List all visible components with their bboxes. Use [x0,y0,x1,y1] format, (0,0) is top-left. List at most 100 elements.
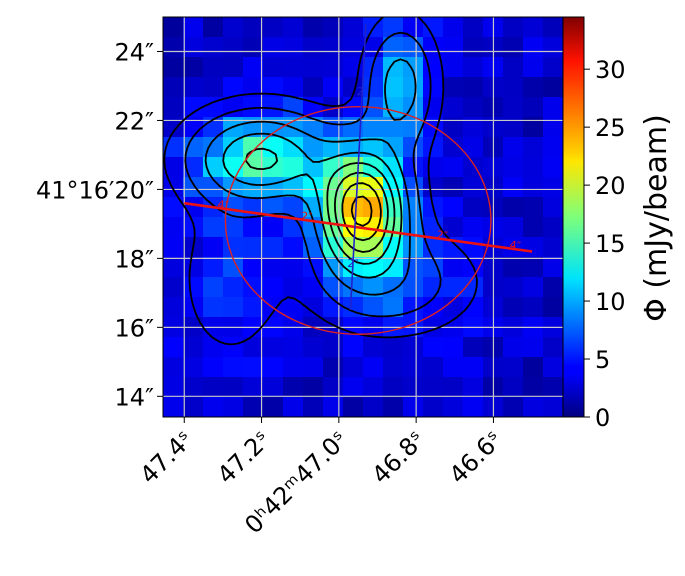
heatmap-cell [443,17,464,38]
heatmap-cell [303,397,324,417]
major-axis-mark: 2″ [436,228,449,242]
heatmap-cell [203,297,224,318]
heatmap-cell [363,197,384,218]
heatmap-cell [223,297,244,318]
heatmap-cell [383,297,404,318]
y-tick-label: 24″ [114,38,154,66]
heatmap-cell [203,357,224,378]
heatmap-cell [323,197,344,218]
heatmap-cell [163,197,184,218]
heatmap-cell [263,337,284,358]
heatmap-cell [423,17,444,38]
y-axis-ticks: 14″ 16″ 18″ 41°16′20″ 22″ 24″ [36,38,163,411]
heatmap-cell [303,37,324,58]
heatmap-cell [343,277,364,298]
heatmap-cell [463,357,484,378]
heatmap-cell [523,277,544,298]
heatmap-cell [263,257,284,278]
heatmap-cell [543,357,563,378]
heatmap-cell [423,397,444,417]
heatmap-cell [443,297,464,318]
heatmap-cell [243,377,264,398]
heatmap-cell [203,217,224,238]
heatmap-cell [463,397,484,417]
heatmap-cell [403,157,424,178]
heatmap-cell [263,217,284,238]
heatmap-cell [523,217,544,238]
heatmap-cell [203,397,224,417]
heatmap-cell [243,357,264,378]
heatmap-cell [543,277,563,298]
heatmap-cell [543,57,563,78]
heatmap-cell [463,177,484,198]
heatmap-cell [183,357,204,378]
heatmap-cell [423,177,444,198]
heatmap-cell [523,257,544,278]
heatmap-cell [383,397,404,417]
heatmap-cell [283,37,304,58]
heatmap-cell [463,57,484,78]
heatmap-cell [223,397,244,417]
heatmap-cell [543,37,563,58]
heatmap-cell [523,237,544,258]
heatmap-cell [503,377,524,398]
heatmap-cell [503,117,524,138]
heatmap-cell [163,297,184,318]
heatmap-cell [503,57,524,78]
heatmap-cell [163,237,184,258]
heatmap-cell [183,97,204,118]
minor-axis-line [349,23,367,311]
heatmap-cell [543,377,563,398]
heatmap-cell [163,337,184,358]
heatmap-cell [243,37,264,58]
heatmap-cell [283,257,304,278]
heatmap-cell [183,57,204,78]
heatmap-cell [503,77,524,98]
heatmap-cell [283,377,304,398]
heatmap-cell [323,37,344,58]
heatmap-cell [303,57,324,78]
heatmap-cell [543,17,563,38]
x-tick-label: 47.2ˢ [212,425,276,489]
heatmap-cell [343,337,364,358]
heatmap-cell [163,157,184,178]
heatmap-cell [283,77,304,98]
heatmap-cell [283,157,304,178]
heatmap-cell [183,17,204,38]
heatmap-cell [503,177,524,198]
heatmap-cell [223,57,244,78]
heatmap-cell [463,297,484,318]
heatmap-cell [383,237,404,258]
heatmap-cell [503,97,524,118]
heatmap-cell [223,277,244,298]
heatmap-cell [163,17,184,38]
heatmap-cell [243,337,264,358]
heatmap-cell [523,337,544,358]
x-tick-label: 47.4ˢ [135,425,199,489]
heatmap-cell [243,77,264,98]
heatmap-cell [303,297,324,318]
contour-level-12 [222,132,403,279]
heatmap-cell [203,177,224,198]
colorbar-tick-label: 15 [595,230,626,258]
heatmap-cell [343,377,364,398]
plot-area: 4″ 2″ 2″ 4″ 2″ 2″ [163,17,563,417]
heatmap-cell [303,137,324,158]
heatmap-cell [243,17,264,38]
heatmap-cell [283,137,304,158]
heatmap-cell [363,357,384,378]
heatmap-cell [403,77,424,98]
heatmap-cell [363,337,384,358]
heatmap-cell [163,217,184,238]
heatmap-cell [463,197,484,218]
heatmap-cell [243,177,264,198]
heatmap-cell [523,17,544,38]
heatmap-cell [423,237,444,258]
heatmap-cell [443,157,464,178]
heatmap-cell [543,177,563,198]
colorbar-tick-label: 30 [595,56,626,84]
heatmap-cell [363,237,384,258]
heatmap-cell [303,17,324,38]
heatmap-cell [323,17,344,38]
